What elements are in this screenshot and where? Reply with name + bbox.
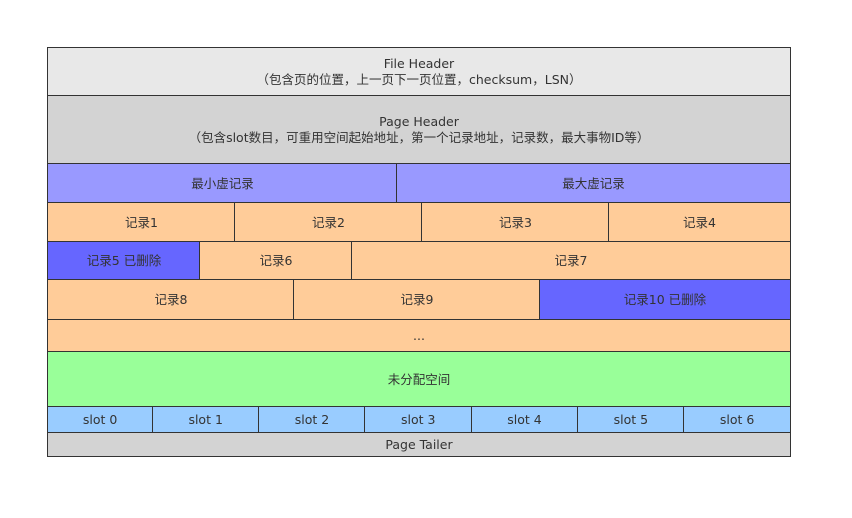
record-label: 记录3 xyxy=(499,214,532,230)
record-3: 记录3 xyxy=(421,202,610,243)
file-header-desc: （包含页的位置，上一页下一页位置，checksum，LSN） xyxy=(256,71,582,87)
infimum-label: 最小虚记录 xyxy=(191,175,254,191)
slot-label: slot 3 xyxy=(401,412,436,427)
record-label: 记录5 已删除 xyxy=(86,253,162,268)
page-tailer-label: Page Tailer xyxy=(385,436,453,452)
more-records: ... xyxy=(47,319,791,353)
slot-label: slot 1 xyxy=(188,412,223,427)
record-2: 记录2 xyxy=(234,202,423,243)
slot-1: slot 1 xyxy=(151,406,260,434)
supremum-label: 最大虚记录 xyxy=(562,175,625,191)
record-label: 记录7 xyxy=(554,253,588,268)
slot-label: slot 2 xyxy=(294,412,330,427)
infimum-record: 最小虚记录 xyxy=(47,163,398,204)
record-10-deleted: 记录10 已删除 xyxy=(539,279,791,321)
record-8: 记录8 xyxy=(47,279,295,321)
ellipsis: ... xyxy=(413,328,425,343)
record-9: 记录9 xyxy=(293,279,541,321)
record-label: 记录4 xyxy=(683,214,716,230)
slot-2: slot 2 xyxy=(258,406,366,434)
slot-label: slot 5 xyxy=(613,412,649,427)
record-6: 记录6 xyxy=(199,241,353,281)
slot-3: slot 3 xyxy=(364,406,473,434)
record-label: 记录9 xyxy=(400,292,434,307)
record-5-deleted: 记录5 已删除 xyxy=(47,241,201,281)
slot-4: slot 4 xyxy=(470,406,579,434)
slot-label: slot 0 xyxy=(82,412,118,427)
record-label: 记录6 xyxy=(259,253,293,268)
slot-0: slot 0 xyxy=(47,406,154,434)
page-tailer: Page Tailer xyxy=(47,432,791,457)
slot-label: slot 4 xyxy=(507,412,542,427)
record-1: 记录1 xyxy=(47,202,236,243)
record-label: 记录8 xyxy=(154,292,188,307)
record-4: 记录4 xyxy=(608,202,791,243)
slot-5: slot 5 xyxy=(576,406,685,434)
record-label: 记录2 xyxy=(312,214,345,230)
page-header-desc: （包含slot数目，可重用空间起始地址，第一个记录地址，记录数，最大事物ID等） xyxy=(188,129,650,145)
record-label: 记录1 xyxy=(125,214,158,230)
file-header-title: File Header xyxy=(383,55,455,71)
free-space-label: 未分配空间 xyxy=(387,371,451,387)
record-label: 记录10 已删除 xyxy=(623,292,707,307)
slot-label: slot 6 xyxy=(719,412,755,427)
page-header-title: Page Header xyxy=(379,113,459,129)
record-7: 记录7 xyxy=(351,241,791,281)
free-space: 未分配空间 xyxy=(47,351,791,408)
page-header: Page Header （包含slot数目，可重用空间起始地址，第一个记录地址，… xyxy=(47,95,791,164)
file-header: File Header （包含页的位置，上一页下一页位置，checksum，LS… xyxy=(47,47,791,96)
supremum-record: 最大虚记录 xyxy=(396,163,791,204)
slot-6: slot 6 xyxy=(683,406,791,434)
